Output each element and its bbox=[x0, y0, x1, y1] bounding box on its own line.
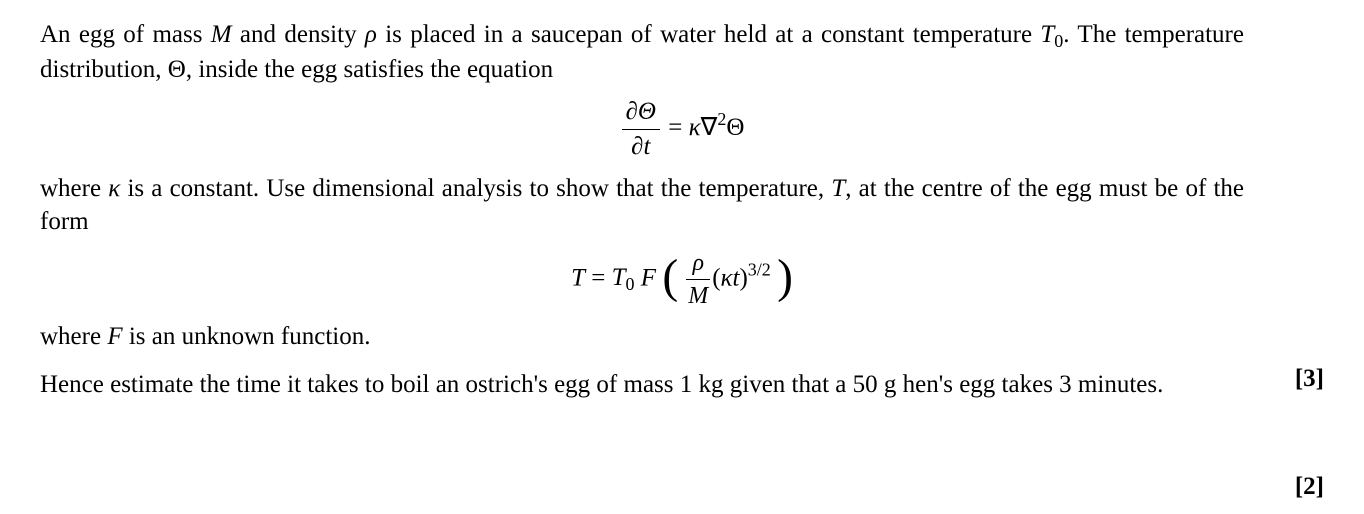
marks-1: [3] bbox=[1295, 362, 1324, 396]
eq2-inner: T = T0 F ( ρ M (κt)3/2 ) bbox=[571, 247, 793, 312]
paragraph-1: An egg of mass M and density ρ is placed… bbox=[40, 18, 1324, 87]
problem-page: An egg of mass M and density ρ is placed… bbox=[0, 0, 1364, 514]
var-T0: T0 bbox=[1040, 21, 1063, 48]
var-M: M bbox=[211, 21, 232, 48]
eq2-eq: = bbox=[585, 264, 612, 291]
eq2-sup: 3/2 bbox=[748, 259, 771, 279]
p3a: where bbox=[40, 323, 107, 350]
var-kappa: κ bbox=[108, 175, 120, 202]
eq2-open-paren: ( bbox=[662, 256, 678, 299]
eq2-T0-base: T bbox=[612, 264, 626, 291]
eq1-lhs-frac: ∂Θ ∂t bbox=[622, 95, 660, 164]
p2b: is a constant. Use dimensional analysis … bbox=[120, 175, 831, 202]
paragraph-2: where κ is a constant. Use dimensional a… bbox=[40, 172, 1324, 240]
eq2-arg: ρ M (κt)3/2 bbox=[684, 247, 770, 312]
eq1-theta: Θ bbox=[726, 114, 744, 141]
var-T0-sub: 0 bbox=[1054, 31, 1063, 51]
eq1-eq: = bbox=[668, 114, 688, 141]
eq1-lhs-num: ∂Θ bbox=[622, 95, 660, 129]
eq1-inner: ∂Θ ∂t = κ∇2Θ bbox=[620, 95, 745, 164]
equation-1: ∂Θ ∂t = κ∇2Θ bbox=[40, 95, 1324, 164]
eq2-T0: T0 bbox=[612, 264, 635, 291]
eq2-kt: κt bbox=[721, 264, 740, 291]
equation-2: T = T0 F ( ρ M (κt)3/2 ) bbox=[40, 247, 1324, 312]
var-rho: ρ bbox=[365, 21, 377, 48]
eq2-frac-den: M bbox=[686, 279, 710, 312]
eq2-close-paren: ) bbox=[777, 256, 793, 299]
p2a: where bbox=[40, 175, 108, 202]
eq2-T0-sub: 0 bbox=[626, 274, 635, 294]
p3b: is an unknown function. bbox=[123, 323, 371, 350]
eq2-inner-close: ) bbox=[739, 264, 747, 291]
eq2-inner-open: ( bbox=[712, 264, 720, 291]
eq1-sup2: 2 bbox=[717, 109, 726, 129]
eq1-lhs-den: ∂t bbox=[622, 129, 660, 164]
paragraph-4: Hence estimate the time it takes to boil… bbox=[40, 368, 1324, 402]
p1c: is placed in a saucepan of water held at… bbox=[377, 21, 1040, 48]
eq2-T: T bbox=[571, 264, 585, 291]
var-F: F bbox=[107, 323, 122, 350]
var-T0-base: T bbox=[1040, 21, 1054, 48]
eq2-F: F bbox=[635, 264, 657, 291]
marks-2: [2] bbox=[1295, 470, 1324, 504]
eq1-nabla: ∇ bbox=[701, 114, 718, 141]
p1a: An egg of mass bbox=[40, 21, 211, 48]
eq2-frac-num: ρ bbox=[686, 247, 710, 279]
paragraph-3: where F is an unknown function. bbox=[40, 320, 1324, 354]
p1b: and density bbox=[232, 21, 365, 48]
eq2-frac: ρ M bbox=[686, 247, 710, 312]
var-T: T bbox=[831, 175, 845, 202]
eq1-kappa: κ bbox=[689, 114, 701, 141]
